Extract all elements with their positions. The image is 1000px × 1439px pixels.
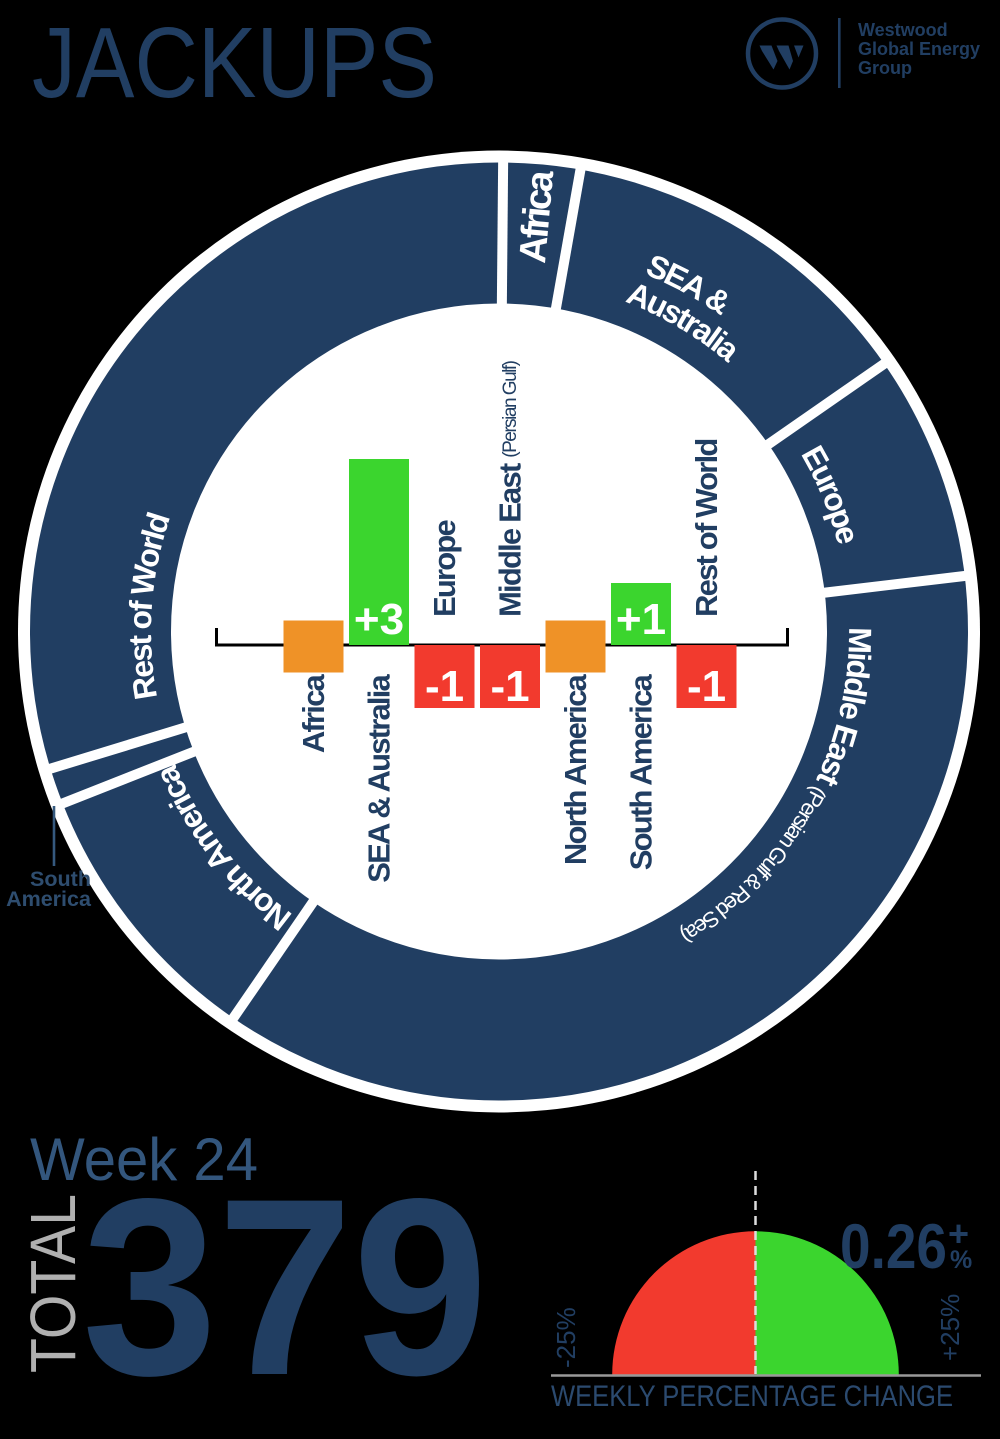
svg-text:Europe: Europe — [427, 519, 462, 617]
svg-text:Group: Group — [858, 58, 912, 78]
svg-text:-1: -1 — [490, 662, 529, 711]
svg-text:0.26: 0.26 — [840, 1212, 947, 1282]
svg-text:379: 379 — [82, 1147, 488, 1428]
svg-text:+3: +3 — [354, 595, 404, 644]
svg-text:Global Energy: Global Energy — [858, 39, 980, 59]
svg-text:JACKUPS: JACKUPS — [32, 7, 437, 119]
svg-text:Rest of World: Rest of World — [689, 439, 724, 617]
svg-text:Westwood: Westwood — [858, 20, 948, 40]
svg-text:%: % — [950, 1246, 972, 1274]
svg-text:+: + — [948, 1213, 969, 1254]
svg-text:-1: -1 — [687, 662, 726, 711]
svg-text:-1: -1 — [425, 662, 464, 711]
svg-text:South America: South America — [624, 673, 659, 870]
svg-text:Week 24: Week 24 — [30, 1126, 258, 1193]
svg-text:WEEKLY PERCENTAGE CHANGE: WEEKLY PERCENTAGE CHANGE — [551, 1380, 953, 1413]
svg-text:South: South — [30, 867, 91, 891]
svg-text:-25%: -25% — [551, 1307, 581, 1368]
svg-text:Africa: Africa — [512, 168, 562, 265]
svg-text:America: America — [6, 887, 92, 911]
svg-text:North America: North America — [558, 673, 593, 865]
svg-text:SEA & Australia: SEA & Australia — [362, 673, 397, 882]
svg-text:Africa: Africa — [296, 673, 331, 753]
svg-text:+25%: +25% — [935, 1294, 965, 1361]
svg-text:TOTAL: TOTAL — [17, 1194, 89, 1373]
svg-text:+1: +1 — [616, 595, 666, 644]
